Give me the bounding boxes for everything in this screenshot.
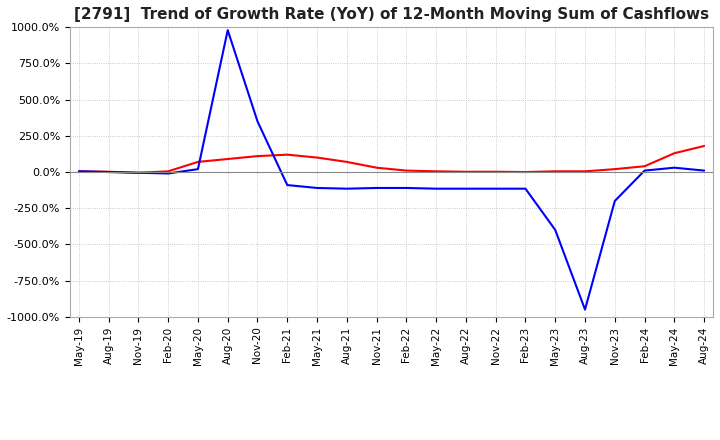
Free Cashflow bbox=[670, 165, 679, 170]
Operating Cashflow bbox=[223, 156, 232, 161]
Free Cashflow bbox=[253, 119, 262, 124]
Free Cashflow bbox=[372, 185, 381, 191]
Free Cashflow bbox=[521, 186, 530, 191]
Operating Cashflow bbox=[462, 169, 470, 174]
Operating Cashflow bbox=[551, 169, 559, 174]
Operating Cashflow bbox=[134, 170, 143, 176]
Free Cashflow bbox=[134, 170, 143, 176]
Line: Operating Cashflow: Operating Cashflow bbox=[79, 146, 704, 173]
Free Cashflow bbox=[551, 227, 559, 233]
Free Cashflow bbox=[611, 198, 619, 204]
Operating Cashflow bbox=[253, 154, 262, 159]
Free Cashflow bbox=[194, 166, 202, 172]
Free Cashflow bbox=[491, 186, 500, 191]
Free Cashflow bbox=[223, 28, 232, 33]
Free Cashflow bbox=[104, 169, 113, 175]
Free Cashflow bbox=[283, 183, 292, 188]
Operating Cashflow bbox=[104, 169, 113, 174]
Free Cashflow bbox=[462, 186, 470, 191]
Operating Cashflow bbox=[194, 159, 202, 165]
Legend: Operating Cashflow, Free Cashflow: Operating Cashflow, Free Cashflow bbox=[224, 438, 559, 440]
Operating Cashflow bbox=[491, 169, 500, 174]
Operating Cashflow bbox=[581, 169, 590, 174]
Free Cashflow bbox=[640, 168, 649, 173]
Free Cashflow bbox=[432, 186, 441, 191]
Operating Cashflow bbox=[521, 169, 530, 175]
Free Cashflow bbox=[164, 171, 173, 176]
Operating Cashflow bbox=[700, 143, 708, 149]
Free Cashflow bbox=[402, 185, 410, 191]
Free Cashflow bbox=[343, 186, 351, 191]
Line: Free Cashflow: Free Cashflow bbox=[79, 30, 704, 310]
Free Cashflow bbox=[700, 168, 708, 173]
Operating Cashflow bbox=[432, 169, 441, 174]
Free Cashflow bbox=[312, 185, 321, 191]
Operating Cashflow bbox=[611, 166, 619, 172]
Free Cashflow bbox=[75, 169, 84, 174]
Operating Cashflow bbox=[670, 150, 679, 156]
Operating Cashflow bbox=[312, 155, 321, 160]
Operating Cashflow bbox=[343, 159, 351, 165]
Operating Cashflow bbox=[402, 168, 410, 173]
Operating Cashflow bbox=[283, 152, 292, 158]
Operating Cashflow bbox=[164, 169, 173, 174]
Free Cashflow bbox=[581, 307, 590, 312]
Operating Cashflow bbox=[640, 164, 649, 169]
Title: [2791]  Trend of Growth Rate (YoY) of 12-Month Moving Sum of Cashflows: [2791] Trend of Growth Rate (YoY) of 12-… bbox=[74, 7, 709, 22]
Operating Cashflow bbox=[372, 165, 381, 170]
Operating Cashflow bbox=[75, 169, 84, 174]
